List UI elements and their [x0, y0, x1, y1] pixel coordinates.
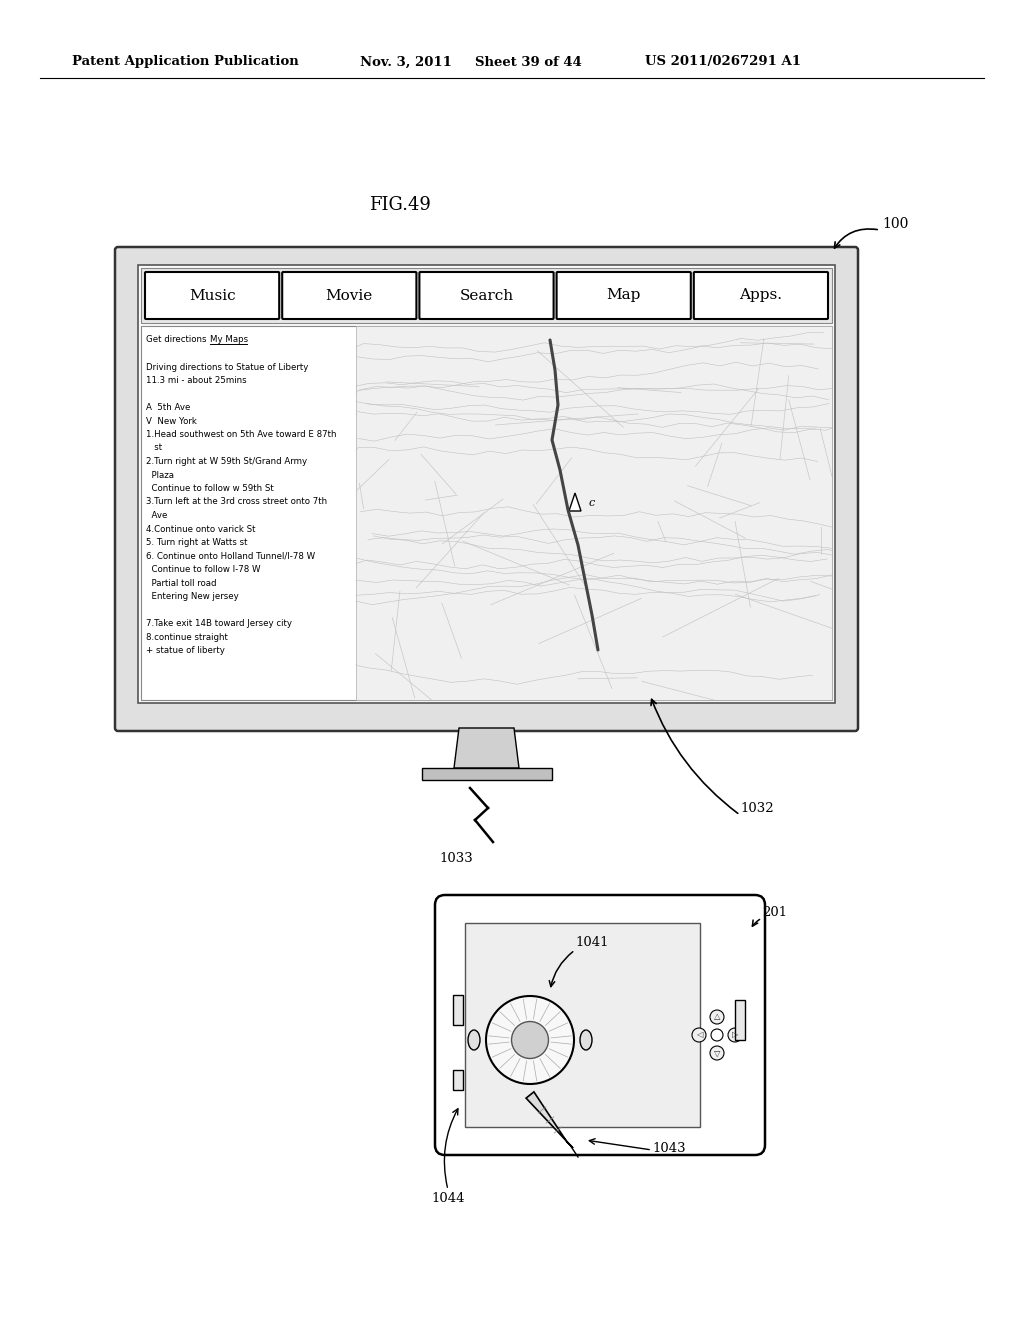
Text: My Maps: My Maps	[210, 335, 248, 345]
Text: 1.Head southwest on 5th Ave toward E 87th: 1.Head southwest on 5th Ave toward E 87t…	[146, 430, 337, 440]
Text: △: △	[714, 1012, 720, 1022]
Polygon shape	[526, 1092, 573, 1148]
Text: Driving directions to Statue of Liberty: Driving directions to Statue of Liberty	[146, 363, 308, 371]
Ellipse shape	[580, 1030, 592, 1049]
FancyBboxPatch shape	[115, 247, 858, 731]
Polygon shape	[454, 729, 519, 768]
FancyBboxPatch shape	[145, 272, 280, 319]
Text: Continue to follow I-78 W: Continue to follow I-78 W	[146, 565, 260, 574]
Text: Plaza: Plaza	[146, 470, 174, 479]
Text: ▷: ▷	[732, 1031, 738, 1040]
Text: Entering New jersey: Entering New jersey	[146, 591, 239, 601]
Bar	[138, 265, 835, 704]
Circle shape	[710, 1010, 724, 1024]
Text: 5. Turn right at Watts st: 5. Turn right at Watts st	[146, 539, 248, 546]
Text: Continue to follow w 59th St: Continue to follow w 59th St	[146, 484, 273, 492]
Ellipse shape	[468, 1030, 480, 1049]
Text: Map: Map	[606, 289, 641, 302]
Bar	[735, 1001, 745, 1040]
Polygon shape	[569, 492, 581, 511]
Text: 1032: 1032	[740, 801, 773, 814]
Text: Patent Application Publication: Patent Application Publication	[72, 55, 299, 69]
FancyBboxPatch shape	[694, 272, 828, 319]
Text: 6. Continue onto Holland Tunnel/I-78 W: 6. Continue onto Holland Tunnel/I-78 W	[146, 552, 315, 561]
Text: Get directions: Get directions	[146, 335, 212, 345]
Text: Partial toll road: Partial toll road	[146, 578, 216, 587]
Text: 11.3 mi - about 25mins: 11.3 mi - about 25mins	[146, 376, 247, 385]
Text: 7.Take exit 14B toward Jersey city: 7.Take exit 14B toward Jersey city	[146, 619, 292, 628]
Text: Movie: Movie	[326, 289, 373, 302]
Bar	[465, 923, 700, 1127]
Bar	[453, 1071, 463, 1090]
Text: + statue of liberty: + statue of liberty	[146, 645, 225, 655]
Text: V  New York: V New York	[146, 417, 197, 425]
Text: 1041: 1041	[575, 936, 608, 949]
FancyBboxPatch shape	[420, 272, 554, 319]
Text: 1044: 1044	[431, 1192, 465, 1204]
Text: 8.continue straight: 8.continue straight	[146, 632, 228, 642]
Text: st: st	[146, 444, 162, 453]
Text: Nov. 3, 2011: Nov. 3, 2011	[360, 55, 452, 69]
Text: Sheet 39 of 44: Sheet 39 of 44	[475, 55, 582, 69]
FancyBboxPatch shape	[283, 272, 417, 319]
Text: 2.Turn right at W 59th St/Grand Army: 2.Turn right at W 59th St/Grand Army	[146, 457, 307, 466]
Text: 4.Continue onto varick St: 4.Continue onto varick St	[146, 524, 256, 533]
Text: FIG.49: FIG.49	[369, 195, 431, 214]
Circle shape	[692, 1028, 706, 1041]
Text: A  5th Ave: A 5th Ave	[146, 403, 190, 412]
Text: Apps.: Apps.	[739, 289, 782, 302]
Text: US 2011/0267291 A1: US 2011/0267291 A1	[645, 55, 801, 69]
Text: c: c	[589, 498, 595, 508]
Text: Ave: Ave	[146, 511, 167, 520]
Text: ◁: ◁	[695, 1031, 702, 1040]
Text: 201: 201	[762, 906, 787, 919]
Circle shape	[486, 997, 574, 1084]
Bar	[422, 768, 552, 780]
Circle shape	[512, 1022, 549, 1059]
Text: 1043: 1043	[652, 1142, 686, 1155]
Bar	[141, 326, 831, 700]
Text: 100: 100	[882, 216, 908, 231]
FancyBboxPatch shape	[435, 895, 765, 1155]
Circle shape	[711, 1030, 723, 1041]
Text: Music: Music	[188, 289, 236, 302]
Bar	[356, 326, 831, 700]
Text: Search: Search	[460, 289, 514, 302]
FancyBboxPatch shape	[557, 272, 691, 319]
Text: 1033: 1033	[439, 851, 473, 865]
Text: ▽: ▽	[714, 1048, 720, 1057]
Circle shape	[710, 1045, 724, 1060]
Bar	[141, 268, 831, 323]
Circle shape	[728, 1028, 742, 1041]
Text: 3.Turn left at the 3rd cross street onto 7th: 3.Turn left at the 3rd cross street onto…	[146, 498, 327, 507]
Bar	[453, 995, 463, 1026]
